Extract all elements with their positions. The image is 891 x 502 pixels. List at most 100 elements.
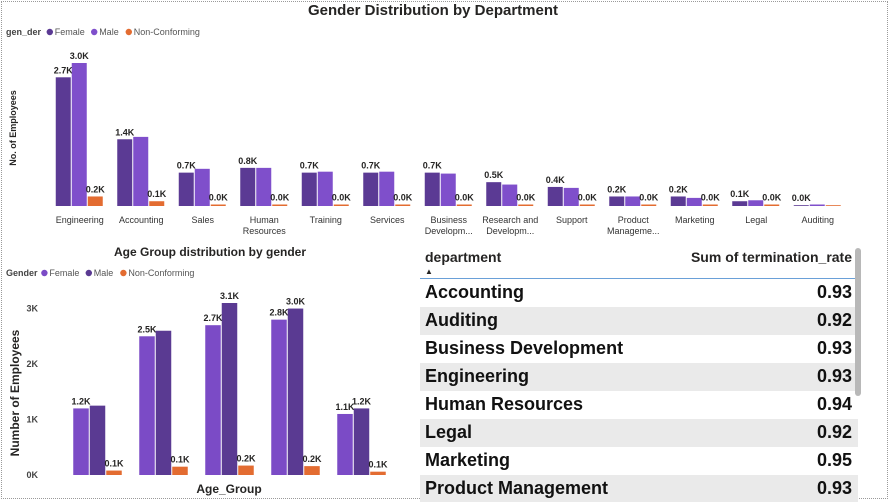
bar — [395, 204, 411, 206]
data-label: 2.7K — [54, 65, 74, 75]
data-label: 0.0K — [455, 193, 475, 203]
bar — [87, 196, 103, 206]
bar — [809, 204, 825, 206]
bar — [272, 204, 288, 206]
bar — [563, 187, 579, 206]
legend-title: gen_der — [6, 27, 42, 37]
y-tick-label: 3K — [26, 304, 38, 314]
bar — [486, 182, 502, 206]
age-group-by-gender-chart[interactable]: Age Group distribution by gender Gender Fe… — [0, 240, 420, 502]
y-tick-label: 0K — [26, 470, 38, 480]
data-label: 0.0K — [639, 193, 659, 203]
bar — [579, 204, 595, 206]
column-header-termination-rate[interactable]: Sum of termination_rate — [690, 249, 852, 265]
bar — [670, 196, 686, 206]
data-label: 0.0K — [762, 193, 782, 203]
data-label: 0.2K — [86, 184, 106, 194]
x-tick-label: Business — [430, 215, 467, 225]
bar — [502, 184, 518, 206]
bar — [609, 196, 625, 206]
bar — [205, 325, 221, 475]
table-row[interactable]: Business Development 0.93 — [420, 335, 858, 363]
x-tick-label: Developm... — [425, 226, 473, 236]
y-axis-label: No. of Employees — [8, 90, 18, 166]
x-tick-label: Sales — [191, 215, 214, 225]
data-label: 0.0K — [332, 193, 352, 203]
bar — [456, 204, 472, 206]
table-scrollbar[interactable] — [855, 248, 861, 396]
column-header-department[interactable]: department — [425, 249, 502, 265]
data-label: 0.0K — [701, 193, 721, 203]
table-row[interactable]: Legal 0.92 — [420, 419, 858, 447]
chart-title: Age Group distribution by gender — [114, 245, 306, 259]
data-label: 0.0K — [270, 193, 290, 203]
termination-rate-table[interactable]: department ▲ Sum of termination_rate Acc… — [420, 244, 866, 502]
data-label: 0.1K — [170, 455, 190, 465]
data-label: 0.1K — [104, 459, 124, 469]
bar — [89, 405, 106, 475]
row-department: Accounting — [425, 282, 524, 302]
legend-marker — [125, 28, 132, 36]
bar — [221, 303, 238, 475]
data-label: 2.8K — [269, 308, 289, 318]
bar — [172, 466, 188, 475]
legend-entry: Non-Conforming — [134, 27, 200, 37]
data-label: 3.0K — [286, 297, 306, 307]
data-label: 0.0K — [516, 193, 536, 203]
bar — [133, 136, 149, 206]
table-header: department ▲ Sum of termination_rate — [420, 244, 858, 279]
row-termination-rate: 0.95 — [816, 450, 852, 470]
x-tick-label: Legal — [745, 215, 767, 225]
bar — [702, 204, 718, 206]
data-label: 0.2K — [236, 454, 256, 464]
row-termination-rate: 0.93 — [816, 282, 852, 302]
sort-ascending-icon[interactable]: ▲ — [425, 267, 433, 276]
bar — [238, 465, 254, 475]
x-tick-label: Developm... — [486, 226, 534, 236]
bar — [149, 201, 165, 206]
bar — [370, 471, 386, 475]
legend-entry: Male — [94, 268, 114, 278]
row-department: Engineering — [425, 366, 530, 386]
table-row[interactable]: Auditing 0.92 — [420, 307, 858, 335]
data-label: 1.4K — [115, 127, 135, 137]
table-row[interactable]: Marketing 0.95 — [420, 447, 858, 475]
table-row[interactable]: Engineering 0.93 — [420, 363, 858, 391]
bar — [793, 205, 809, 206]
bar — [210, 204, 226, 206]
data-label: 0.5K — [484, 170, 504, 180]
legend-entry: Female — [49, 268, 79, 278]
row-department: Product Management — [425, 478, 609, 498]
bar — [625, 196, 641, 206]
data-label: 3.0K — [70, 51, 90, 61]
row-termination-rate: 0.93 — [816, 366, 852, 386]
x-tick-label: Accounting — [119, 215, 164, 225]
bar — [764, 204, 780, 206]
gender-by-department-chart[interactable]: Gender Distribution by Department gen_der… — [0, 0, 891, 240]
bar — [353, 408, 370, 475]
bar — [304, 466, 320, 475]
y-tick-label: 1K — [26, 415, 38, 425]
data-label: 0.0K — [578, 193, 598, 203]
bar — [301, 172, 317, 206]
x-tick-label: Engineering — [56, 215, 104, 225]
bar — [178, 172, 194, 206]
row-termination-rate: 0.92 — [816, 422, 852, 442]
table-row[interactable]: Accounting 0.93 — [420, 279, 858, 307]
row-termination-rate: 0.93 — [816, 478, 852, 498]
bar — [363, 172, 379, 206]
table-row[interactable]: Product Management 0.93 — [420, 475, 858, 502]
data-label: 0.1K — [368, 460, 388, 470]
bar — [825, 205, 841, 206]
row-department: Legal — [425, 422, 473, 442]
x-tick-label: Auditing — [801, 215, 834, 225]
bar — [547, 186, 563, 206]
data-label: 0.7K — [300, 161, 320, 171]
data-label: 3.1K — [220, 291, 240, 301]
bar — [240, 167, 256, 206]
table-row[interactable]: Human Resources 0.94 — [420, 391, 858, 419]
data-label: 0.0K — [792, 193, 812, 203]
data-label: 0.7K — [423, 161, 443, 171]
bar — [440, 173, 456, 206]
legend-entry: Female — [55, 27, 85, 37]
